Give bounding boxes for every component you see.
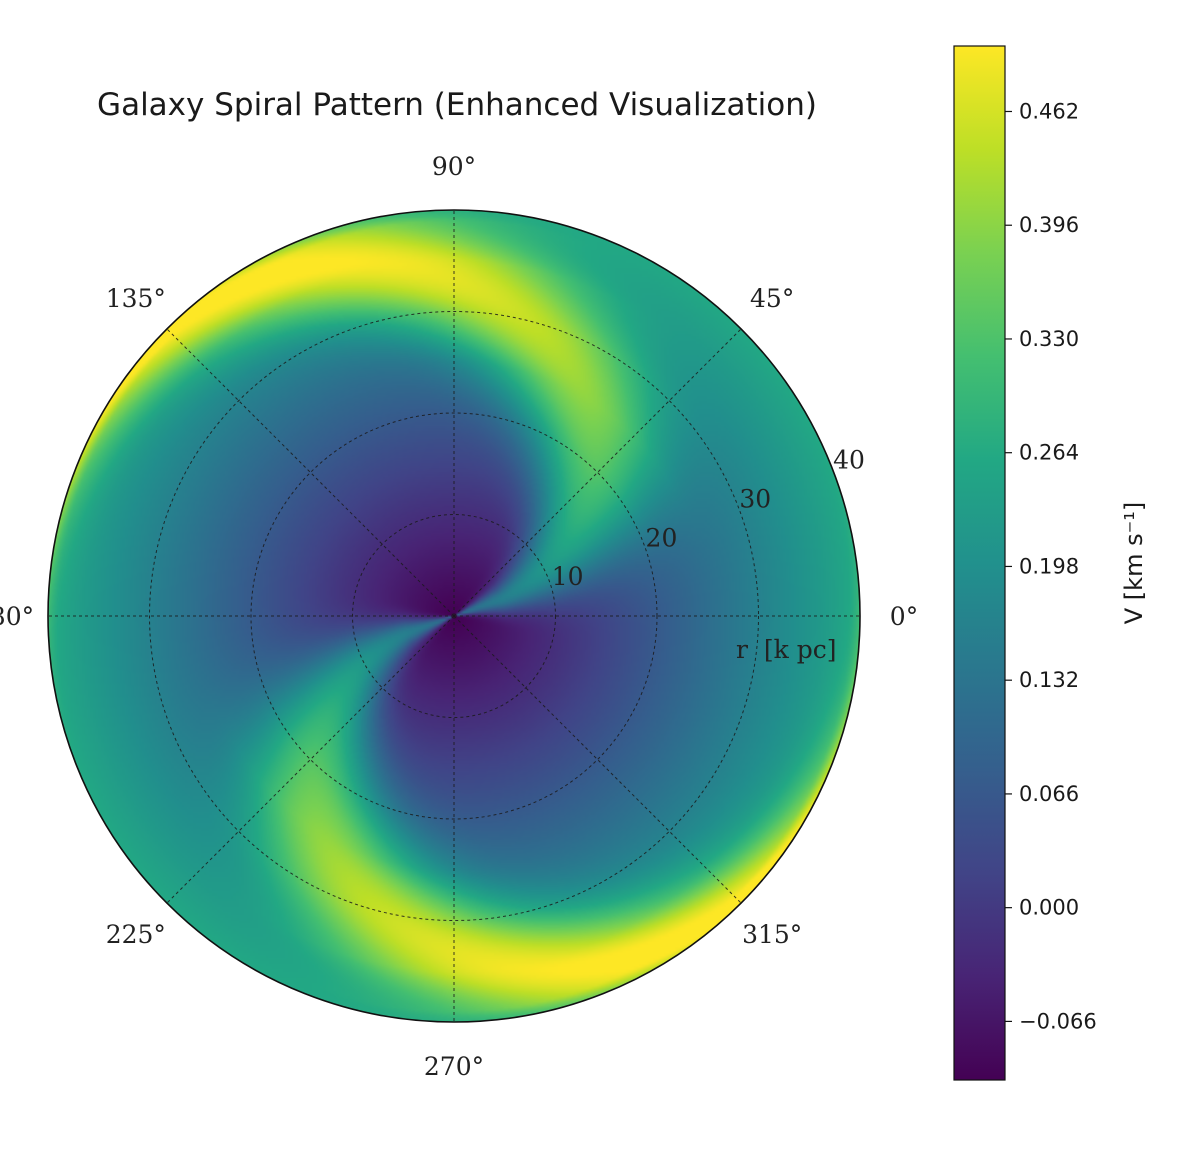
colorbar-tick-label: 0.000: [1019, 896, 1079, 920]
colorbar-gradient: [954, 46, 1005, 1080]
angular-tick-label: 270°: [424, 1052, 484, 1081]
angular-tick-labels: 0° 45° 90° 135° 180° 225° 270° 315°: [0, 152, 918, 1081]
colorbar-tick-label: 0.066: [1019, 782, 1079, 806]
radial-axis-label: r [k pc]: [736, 635, 836, 664]
radial-tick-label: 10: [552, 562, 584, 591]
colorbar-tick-label: 0.264: [1019, 441, 1079, 465]
radial-tick-label: 30: [739, 484, 771, 513]
radial-grid-circle: [250, 412, 658, 820]
angular-tick-label: 0°: [890, 602, 918, 631]
polar-frame: [47, 209, 861, 1023]
colorbar-ticks: 0.462 0.396 0.330 0.264 0.198 0.132 0.066 0.000…: [1005, 99, 1097, 1033]
colorbar-label: V [km s⁻¹]: [1120, 502, 1148, 624]
angular-tick-label: 45°: [750, 284, 794, 313]
colorbar-tick-label: 0.330: [1019, 327, 1079, 351]
angular-grid-line: [166, 328, 455, 617]
radial-grid-circle: [352, 514, 556, 718]
angular-tick-label: 225°: [106, 920, 166, 949]
angular-tick-label: 180°: [0, 602, 34, 631]
angular-tick-label: 315°: [742, 920, 802, 949]
angular-tick-label: 90°: [432, 152, 476, 181]
colorbar-tick-label: 0.396: [1019, 213, 1079, 237]
colorbar-tick-label: 0.462: [1019, 99, 1079, 123]
colorbar-frame: [953, 45, 1006, 1081]
colorbar-tick-label: −0.066: [1019, 1009, 1097, 1033]
angular-grid-line: [453, 328, 742, 617]
angular-grid-line: [453, 615, 742, 904]
colorbar-tick-label: 0.132: [1019, 668, 1079, 692]
colorbar-tick-label: 0.198: [1019, 554, 1079, 578]
chart-title: Galaxy Spiral Pattern (Enhanced Visualiz…: [97, 87, 817, 123]
radial-grid-circle: [149, 311, 759, 921]
radial-tick-label: 20: [646, 523, 678, 552]
radial-tick-label: 40: [833, 446, 865, 475]
polar-grid: [48, 210, 860, 1022]
radial-tick-labels: 10 20 30 40: [552, 446, 865, 592]
angular-grid-line: [166, 615, 455, 904]
colorbar: 0.462 0.396 0.330 0.264 0.198 0.132 0.066 0.000…: [953, 45, 1148, 1081]
angular-tick-label: 135°: [106, 284, 166, 313]
